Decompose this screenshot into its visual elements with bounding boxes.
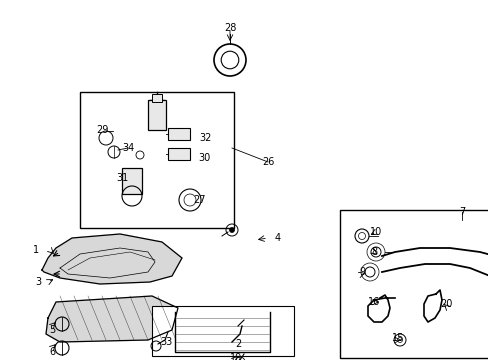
Polygon shape [42, 234, 182, 284]
Text: 27: 27 [193, 195, 206, 205]
Text: 5: 5 [49, 325, 55, 335]
Bar [152, 94, 162, 102]
Text: 32: 32 [200, 133, 212, 143]
Text: 2: 2 [234, 339, 241, 349]
Bar [122, 168, 142, 194]
Text: 31: 31 [116, 173, 128, 183]
Text: 8: 8 [370, 247, 376, 257]
Polygon shape [46, 296, 178, 342]
Text: 10: 10 [369, 227, 381, 237]
Text: 1: 1 [33, 245, 39, 255]
Text: 7: 7 [458, 207, 464, 217]
Bar [339, 210, 488, 358]
Bar [148, 100, 165, 130]
Text: 26: 26 [261, 157, 274, 167]
Text: 28: 28 [224, 23, 236, 33]
Text: 19: 19 [229, 353, 242, 360]
Text: 34: 34 [122, 143, 134, 153]
Text: 33: 33 [160, 337, 172, 347]
Bar [168, 128, 190, 140]
Text: 16: 16 [367, 297, 379, 307]
Text: 3: 3 [35, 277, 41, 287]
Circle shape [229, 228, 234, 233]
Text: 20: 20 [439, 299, 451, 309]
Text: 29: 29 [96, 125, 108, 135]
Bar [168, 148, 190, 160]
Text: 9: 9 [358, 267, 365, 277]
Bar [152, 306, 293, 356]
Text: 4: 4 [274, 233, 281, 243]
Text: 15: 15 [391, 333, 404, 343]
Bar [80, 92, 234, 228]
Text: 6: 6 [49, 347, 55, 357]
Text: 30: 30 [198, 153, 210, 163]
